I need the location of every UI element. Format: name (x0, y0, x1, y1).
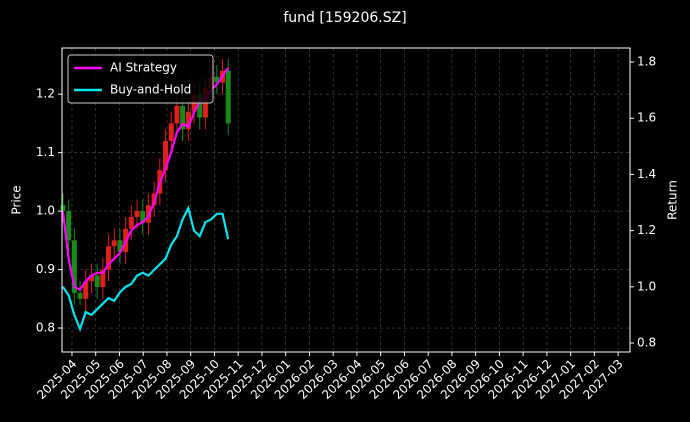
candle-body (185, 111, 191, 130)
y2-axis-label: Return (666, 180, 680, 220)
y2-tick-label: 1.2 (637, 223, 656, 237)
y2-tick-label: 1.4 (637, 167, 656, 181)
candle-body (83, 281, 89, 299)
legend-box (67, 54, 214, 104)
candle-body (214, 76, 220, 83)
y2-tick-label: 1.6 (637, 111, 656, 125)
y-tick-label: 1.2 (36, 87, 55, 101)
candle-body (111, 240, 117, 247)
candle-body (100, 269, 106, 288)
candle-body (60, 205, 66, 212)
candle-body (174, 105, 180, 124)
candle-body (128, 216, 134, 229)
candle-body (180, 105, 186, 130)
candle-body (225, 70, 231, 124)
chart-title: fund [159206.SZ] (283, 10, 406, 26)
legend-label: AI Strategy (110, 61, 177, 75)
legend-label: Buy-and-Hold (110, 83, 191, 97)
y-tick-label: 0.8 (36, 321, 55, 335)
plot-frame (61, 47, 631, 353)
candle-body (88, 275, 94, 282)
candle-body (106, 246, 112, 270)
candle-body (71, 240, 77, 293)
y-tick-label: 0.9 (36, 262, 55, 276)
candle-body (140, 211, 146, 223)
candle-body (134, 211, 140, 217)
y2-tick-label: 1.8 (637, 55, 656, 69)
candle-body (168, 123, 174, 141)
y2-tick-label: 0.8 (637, 336, 656, 350)
candle-body (66, 211, 72, 241)
candle-body (77, 292, 83, 299)
candle-body (117, 240, 123, 253)
candle-body (163, 140, 169, 171)
y2-tick-label: 1.0 (637, 279, 656, 293)
y-tick-label: 1.1 (36, 145, 55, 159)
y-axis-label: Price (10, 185, 24, 214)
y-tick-label: 1.0 (36, 204, 55, 218)
candle-body (197, 94, 203, 118)
candle-body (94, 275, 100, 288)
series-line (61, 204, 230, 333)
